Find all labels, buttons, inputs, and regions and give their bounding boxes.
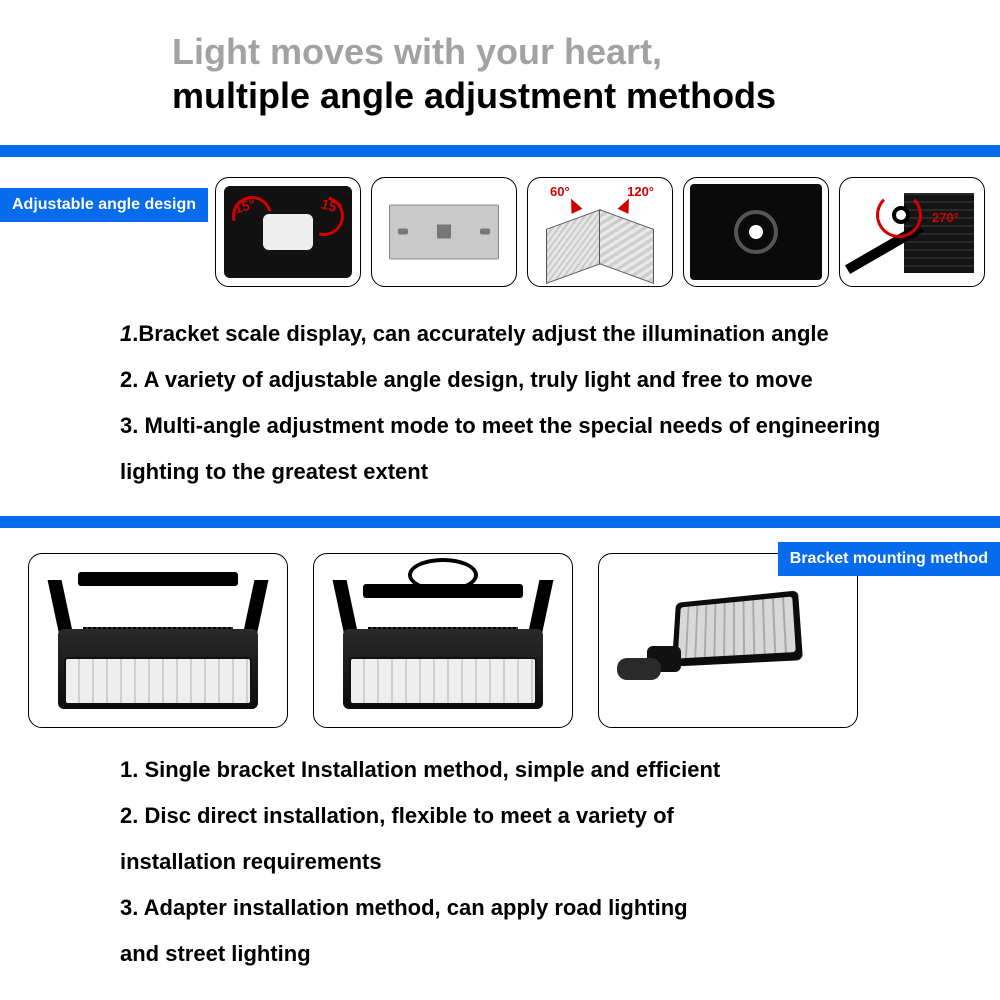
section1-thumbnails: 15° 15° 60° 120° 270° [0, 157, 1000, 302]
thumb-disc-install [313, 553, 573, 728]
section1-bullet-3: 3. Multi-angle adjustment mode to meet t… [120, 404, 990, 448]
section2-bullet-2b: installation requirements [120, 840, 990, 884]
thumb-angle-60-120: 60° 120° [527, 177, 673, 287]
section2-bullet-1: 1. Single bracket Installation method, s… [120, 748, 990, 792]
thumb5-deg: 270° [932, 210, 959, 225]
thumb-angle-15: 15° 15° [215, 177, 361, 287]
section2-bullets: 1. Single bracket Installation method, s… [0, 738, 1000, 998]
title-line-2: multiple angle adjustment methods [172, 73, 1000, 120]
title-line-1: Light moves with your heart, [172, 30, 1000, 73]
thumb3-b-deg: 120° [627, 184, 654, 199]
divider-bar-1 [0, 145, 1000, 157]
section1-bullets: 1.Bracket scale display, can accurately … [0, 302, 1000, 516]
section2-thumbnails [0, 528, 1000, 738]
thumb3-a-deg: 60° [550, 184, 570, 199]
section2-bullet-2: 2. Disc direct installation, flexible to… [120, 794, 990, 838]
section2-bullet-3: 3. Adapter installation method, can appl… [120, 886, 990, 930]
section2-bullet-3b: and street lighting [120, 932, 990, 976]
section1-bullet-1: 1.Bracket scale display, can accurately … [120, 312, 990, 356]
thumb-single-bracket [28, 553, 288, 728]
thumb-angle-270: 270° [839, 177, 985, 287]
thumb-adapter-install [598, 553, 858, 728]
thumb-mounting-plate [371, 177, 517, 287]
section1-bullet-3b: lighting to the greatest extent [120, 450, 990, 494]
thumb-back-bracket [683, 177, 829, 287]
divider-bar-2 [0, 516, 1000, 528]
title-block: Light moves with your heart, multiple an… [0, 0, 1000, 145]
section1-tag: Adjustable angle design [0, 188, 208, 222]
section1-bullet-2: 2. A variety of adjustable angle design,… [120, 358, 990, 402]
